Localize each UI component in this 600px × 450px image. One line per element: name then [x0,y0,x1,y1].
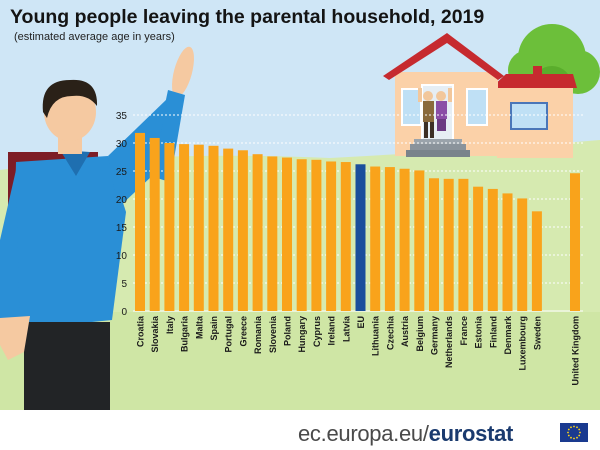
flag-star [567,434,570,437]
bar-romania [252,154,263,311]
x-tick-label: Denmark [503,315,513,355]
flag-star [567,431,569,434]
bar-united-kingdom [570,173,580,311]
bar-croatia [135,132,145,311]
bar-cyprus [311,159,322,311]
x-tick-label: Bulgaria [180,315,190,352]
x-tick-label: Spain [209,316,219,341]
bar-malta [193,144,204,311]
y-tick-label: 10 [116,251,128,262]
bar-italy [164,143,175,311]
x-tick-label: Portugal [224,316,234,353]
flag-star [573,425,575,428]
chart-subtitle: (estimated average age in years) [14,31,175,43]
bars-layer [135,132,580,311]
y-tick-label: 20 [116,195,128,206]
bar-denmark [502,193,513,311]
x-tick-label: Netherlands [444,316,454,368]
x-tick-label: Germany [430,316,440,355]
flag-star [578,434,581,437]
y-tick-label: 0 [121,307,127,318]
bar-austria [399,168,410,311]
bar-belgium [414,170,425,311]
chart-title: Young people leaving the parental househ… [10,6,485,28]
x-tick-label: Slovenia [268,315,278,353]
y-tick-label: 25 [116,167,128,178]
bar-slovakia [149,137,160,311]
flag-star [573,437,575,440]
bar-sweden [531,211,542,311]
bar-germany [429,178,439,311]
labels-layer: 0 5 10 15 20 25 30 35 Croatia Slovakia Italy Bulgar… [116,111,581,386]
x-tick-label: Czechia [385,315,395,350]
x-tick-label: France [459,316,469,346]
bar-czechia [384,167,395,311]
footer-source[interactable]: ec.europa.eu/eurostat [298,421,513,447]
bar-estonia [473,186,484,311]
x-tick-label: Ireland [327,316,337,346]
y-tick-label: 35 [116,111,128,122]
bar-lithuania [370,166,381,311]
flag-star [570,436,572,439]
x-tick-label: Sweden [532,316,542,350]
x-tick-label: EU [356,316,366,329]
x-tick-label: Croatia [136,315,146,347]
x-tick-label: Malta [194,315,204,339]
bar-finland [487,188,498,311]
x-tick-label: Luxembourg [518,316,528,371]
x-tick-label: United Kingdom [571,316,581,386]
bar-portugal [223,148,234,311]
flag-star [570,426,572,429]
waving-man-illustration [0,46,194,412]
x-tick-label: Romania [253,315,263,354]
flag-star [576,436,578,439]
x-tick-label: Slovakia [150,315,160,353]
y-tick-label: 15 [116,223,128,234]
x-tick-label: Finland [488,316,498,348]
x-tick-label: Hungary [297,316,307,353]
flag-star [576,426,578,429]
flag-star [579,431,581,434]
x-tick-label: Belgium [415,316,425,352]
house-illustration [383,33,577,158]
x-tick-label: Estonia [474,315,484,349]
x-tick-label: Greece [238,316,248,347]
x-tick-label: Lithuania [371,315,381,356]
eu-flag-icon [560,423,588,442]
bar-luxembourg [517,198,528,311]
footer-domain: ec.europa.eu/ [298,421,429,446]
x-tick-label: Poland [283,316,293,346]
footer-brand: eurostat [428,421,514,446]
bar-poland [282,157,292,311]
bar-latvia [340,162,351,311]
bar-ireland [326,161,337,311]
bar-hungary [296,159,307,311]
x-tick-label: Cyprus [312,316,322,347]
y-tick-label: 30 [116,139,128,150]
bar-eu [355,164,366,311]
x-tick-label: Latvia [341,315,351,342]
y-tick-label: 5 [121,279,127,290]
bar-slovenia [267,156,278,311]
bar-greece [237,150,248,311]
x-tick-label: Italy [165,316,175,334]
footer [0,410,600,450]
bar-netherlands [443,178,454,311]
bar-france [458,178,469,311]
flag-star [567,428,570,431]
bar-bulgaria [179,144,190,311]
bar-spain [208,145,219,311]
x-tick-label: Austria [400,315,410,347]
flag-star [578,428,581,431]
